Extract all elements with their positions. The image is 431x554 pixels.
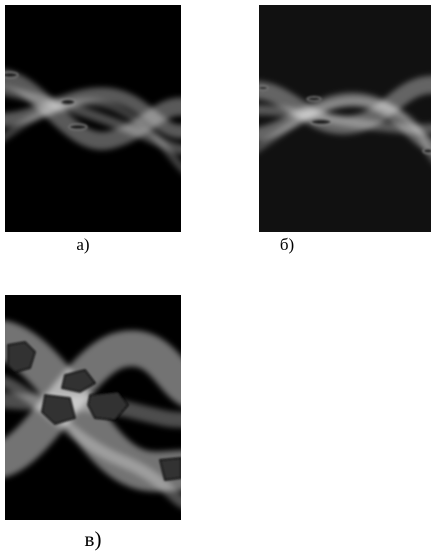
image-c	[0, 295, 190, 520]
image-a	[0, 5, 190, 232]
figure: а) б) в	[0, 0, 431, 554]
panel-label: в)	[85, 527, 102, 551]
panel-label: б)	[280, 235, 294, 254]
image-b	[255, 5, 431, 232]
panel-label: а)	[76, 235, 89, 254]
